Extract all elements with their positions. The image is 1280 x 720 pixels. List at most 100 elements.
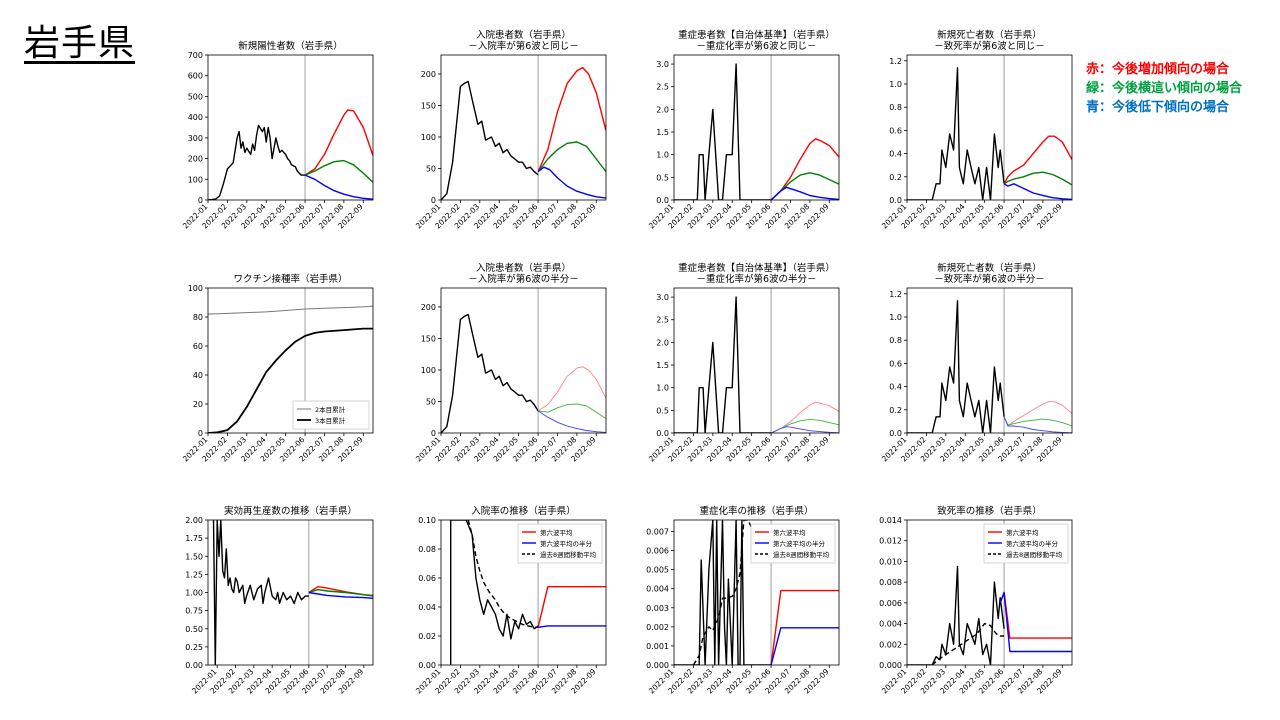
y-tick-label: 100	[421, 366, 436, 375]
chart-7: 重症患者数【自治体基準】（岩手県）－重症化率が第6波の半分－ 0.0 0.5 1.0 1…	[647, 262, 840, 464]
y-tick-label: 2.0	[656, 105, 669, 114]
y-tick-label: 0.006	[646, 547, 669, 556]
y-tick-label: 500	[188, 92, 203, 101]
y-tick-label: 1.00	[185, 589, 203, 598]
y-tick-label: 100	[421, 133, 436, 142]
y-tick-label: 0.012	[879, 537, 902, 546]
series-line	[537, 625, 606, 628]
chart-title: ワクチン接種率（岩手県）	[233, 273, 347, 285]
y-tick-label: 2.00	[185, 516, 203, 525]
series-line	[931, 622, 1005, 665]
y-tick-label: 0.2	[889, 406, 902, 415]
y-tick-label: 0.50	[185, 625, 203, 634]
chart-title: 新規死亡者数（岩手県）	[937, 29, 1042, 41]
series-line	[674, 520, 772, 665]
series-line	[907, 300, 1005, 433]
y-tick-label: 0.4	[889, 150, 902, 159]
legend-label: 2本目累計	[315, 405, 346, 414]
plot-frame	[440, 54, 607, 201]
y-tick-label: 0.6	[889, 126, 902, 135]
plot-frame	[906, 287, 1073, 434]
legend-label: 過去8週間移動平均	[773, 550, 830, 559]
plot-frame	[673, 287, 840, 434]
y-tick-label: 0.06	[418, 574, 436, 583]
series-line	[1003, 416, 1072, 427]
y-tick-label: 0.014	[879, 516, 902, 525]
chart-12: 致死率の推移（岩手県） 0.000 0.002 0.004 0.006 0.008 0.01…	[879, 505, 1073, 696]
y-tick-label: 0	[431, 196, 436, 205]
series-line	[674, 63, 772, 200]
y-tick-label: 1.5	[656, 128, 669, 137]
series-line	[770, 172, 839, 200]
y-tick-label: 0	[198, 196, 203, 205]
series-line	[537, 141, 606, 173]
legend-label: 過去8週間移動平均	[1006, 550, 1063, 559]
series-line	[770, 401, 839, 433]
scenario-legend: 赤：今後増加傾向の場合 緑：今後横這い傾向の場合 青：今後低下傾向の場合	[1086, 60, 1242, 117]
legend-label: 第六波平均	[1006, 528, 1039, 537]
chart-11: 重症化率の推移（岩手県） 0.000 0.001 0.002 0.003 0.004 0.0…	[646, 505, 840, 696]
series-line	[1003, 183, 1072, 200]
y-tick-label: 0.04	[418, 603, 436, 612]
chart-title: －致死率が第6波と同じ－	[934, 40, 1045, 52]
chart-4: 新規死亡者数（岩手県）－致死率が第6波と同じ－ 0.0 0.2 0.4 0.6 0.8 1.…	[880, 29, 1073, 231]
series-line	[1003, 401, 1072, 427]
chart-title: －致死率が第6波の半分－	[934, 273, 1045, 285]
y-tick-label: 20	[193, 400, 203, 409]
chart-legend: 2本目累計 3本目累計	[292, 400, 370, 430]
chart-title: 入院患者数（岩手県）	[476, 29, 571, 41]
legend-label: 第六波平均の半分	[540, 539, 593, 548]
y-tick-label: 0.6	[889, 359, 902, 368]
y-tick-label: 0.0	[889, 429, 902, 438]
series-line	[304, 174, 373, 200]
y-tick-label: 50	[426, 164, 436, 173]
y-tick-label: 1.0	[656, 151, 669, 160]
scenario-legend-decrease: 青：今後低下傾向の場合	[1086, 100, 1230, 115]
plot-frame	[207, 519, 374, 666]
chart-1: 新規陽性者数（岩手県）01002003004005006007002022-01…	[181, 40, 374, 231]
chart-title: 入院患者数（岩手県）	[476, 262, 571, 274]
y-tick-label: 1.2	[889, 57, 902, 66]
chart-title: 実効再生産数の推移（岩手県）	[224, 505, 357, 517]
y-tick-label: 1.0	[889, 313, 902, 322]
chart-title: －重症化率が第6波と同じ－	[696, 40, 816, 52]
chart-8: 新規死亡者数（岩手県）－致死率が第6波の半分－ 0.0 0.2 0.4 0.6 0.8 1.…	[880, 262, 1073, 464]
plot-frame	[440, 519, 607, 666]
plot-frame	[673, 519, 840, 666]
y-tick-label: 0.002	[879, 640, 902, 649]
y-tick-label: 0.006	[879, 599, 902, 608]
series-line	[441, 313, 539, 433]
y-tick-label: 0.007	[646, 527, 669, 536]
series-line	[208, 327, 373, 433]
y-tick-label: 1.0	[656, 384, 669, 393]
y-tick-label: 0.000	[646, 661, 669, 670]
chart-title: 新規陽性者数（岩手県）	[238, 40, 343, 52]
chart-5: ワクチン接種率（岩手県）0204060801002022-012022-0220…	[181, 273, 374, 464]
chart-title: －入院率が第6波の半分－	[468, 273, 579, 285]
y-tick-label: 0.002	[646, 623, 669, 632]
y-tick-label: 0.08	[418, 545, 436, 554]
series-line	[537, 410, 606, 433]
series-line	[308, 588, 373, 597]
chart-title: 入院率の推移（岩手県）	[471, 505, 576, 517]
legend-label: 過去8週間移動平均	[540, 550, 597, 559]
scenario-legend-flat: 緑：今後横這い傾向の場合	[1086, 81, 1243, 96]
chart-title: 致死率の推移（岩手県）	[937, 505, 1042, 517]
y-tick-label: 0.010	[879, 557, 902, 566]
y-tick-label: 0.02	[418, 632, 436, 641]
y-tick-label: 0.2	[889, 173, 902, 182]
y-tick-label: 0.003	[646, 604, 669, 613]
series-line	[308, 591, 373, 599]
y-tick-label: 40	[193, 371, 203, 380]
series-line	[907, 565, 1005, 665]
chart-title: 重症化率の推移（岩手県）	[699, 505, 813, 517]
y-tick-label: 0.004	[879, 620, 902, 629]
legend-label: 3本目累計	[315, 416, 346, 425]
y-tick-label: 100	[188, 284, 203, 293]
series-line	[538, 403, 606, 419]
series-line	[441, 80, 539, 200]
y-tick-label: 0.00	[418, 661, 436, 670]
series-line	[212, 520, 309, 665]
